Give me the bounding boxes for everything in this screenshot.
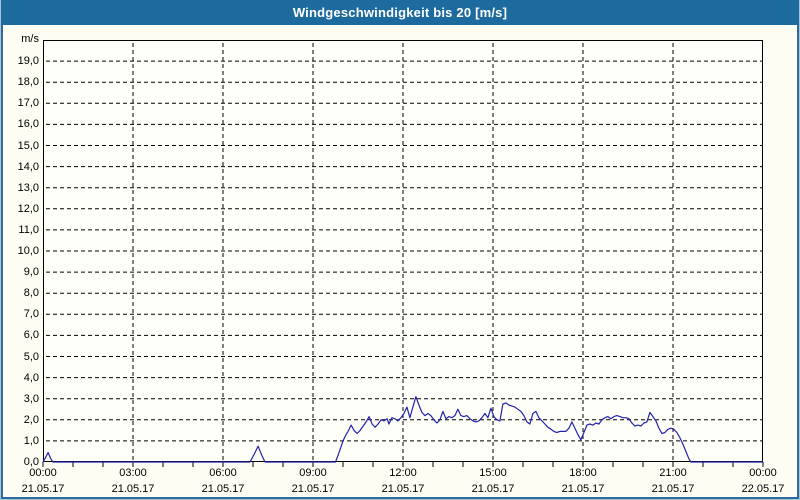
title-bar: Windgeschwindigkeit bis 20 [m/s] [1,0,799,25]
y-axis-labels: m/s 0,0 1,0 2,0 3,0 4,0 5,0 6,0 7,0 8,0 9,0 10,0 11… [3,33,39,468]
x-tick-time-label: 00:00 [749,467,777,479]
y-tick-label: 16,0 [17,118,39,131]
x-tick-date-label: 21.05.17 [291,483,335,495]
y-tick-label: 14,0 [17,160,39,173]
y-tick-label: 11,0 [18,223,39,236]
y-tick-label: 0,0 [23,456,39,468]
x-tick-time-label: 12:00 [389,467,417,479]
plot-area [42,40,764,467]
y-tick-label: 2,0 [23,413,39,426]
y-tick-label: 12,0 [17,202,39,215]
x-tick-time-label: 18:00 [569,467,597,479]
y-tick-label: 3,0 [23,392,39,405]
x-tick-date-label: 21.05.17 [651,483,695,495]
x-tick-time-label: 09:00 [299,467,327,479]
x-axis-labels: 00:00 21.05.17 03:00 21.05.17 06:00 21.05.17 0… [3,462,800,498]
y-tick-label: 6,0 [23,329,39,342]
y-tick-label: 8,0 [23,287,39,300]
y-tick-label: 15,0 [17,139,39,152]
y-tick-label: 7,0 [23,308,39,321]
x-tick-date-label: 21.05.17 [561,483,605,495]
x-tick-time-label: 00:00 [29,467,57,479]
y-tick-label: 13,0 [17,181,39,194]
y-tick-label: 10,0 [17,245,39,257]
y-tick-label: 19,0 [17,55,39,68]
wind-speed-chart [42,40,764,467]
y-tick-label: 5,0 [23,350,39,363]
chart-title: Windgeschwindigkeit bis 20 [m/s] [292,5,508,20]
x-tick-date-label: 21.05.17 [471,483,515,495]
wind-speed-line [42,396,763,463]
y-tick-label: 1,0 [23,434,39,447]
x-tick-time-label: 21:00 [659,467,687,479]
x-tick-time-label: 03:00 [119,467,147,479]
x-tick-date-label: 21.05.17 [201,483,245,495]
x-tick-date-label: 21.05.17 [381,483,425,495]
y-axis-unit-label: m/s [21,33,39,45]
x-tick-time-label: 15:00 [479,467,507,479]
y-tick-label: 9,0 [23,266,39,279]
x-tick-date-label: 21.05.17 [111,483,155,495]
y-tick-label: 17,0 [17,97,39,110]
x-tick-date-label: 21.05.17 [21,483,65,495]
x-tick-date-label: 22.05.17 [741,483,785,495]
x-tick-time-label: 06:00 [209,467,237,479]
y-tick-label: 4,0 [23,371,39,384]
y-tick-label: 18,0 [17,76,39,89]
